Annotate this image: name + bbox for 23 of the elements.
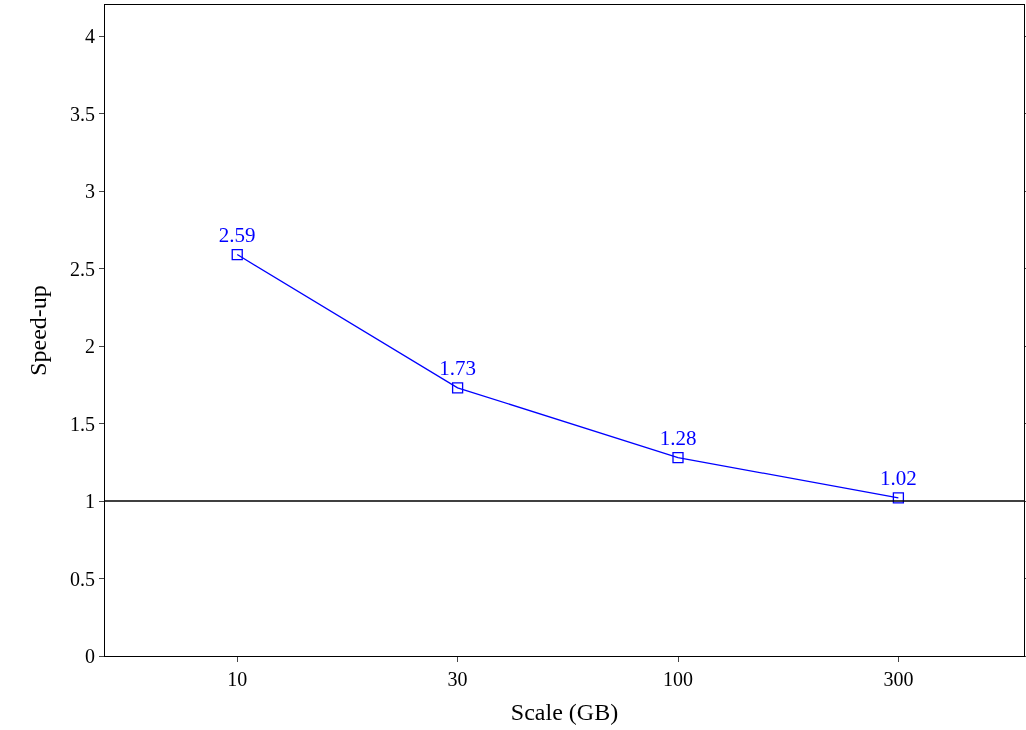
y-tick-label: 1 xyxy=(85,490,95,512)
x-tick-label: 30 xyxy=(447,668,468,690)
x-tick-label: 100 xyxy=(663,668,693,690)
point xyxy=(231,248,243,261)
point xyxy=(672,451,684,464)
y-axis-title: Speed-up xyxy=(25,285,52,376)
y-tick-label: 3.5 xyxy=(70,102,95,125)
x-tick-label: 300 xyxy=(883,668,914,690)
point xyxy=(451,382,464,394)
data-label: 2.59 xyxy=(218,223,256,248)
x-axis-title: Scale (GB) xyxy=(510,699,619,726)
y-tick-label: 4 xyxy=(85,25,95,47)
y-tick-label: 0 xyxy=(85,645,95,667)
y-tick-label: 2 xyxy=(85,335,95,357)
data-label: 1.28 xyxy=(659,426,697,451)
y-tick-label: 1.5 xyxy=(70,412,95,435)
x-tick-label: 10 xyxy=(227,668,248,690)
point xyxy=(892,492,905,504)
y-tick-label: 0.5 xyxy=(70,567,95,590)
y-tick-label: 3 xyxy=(85,180,95,202)
y-tick-label: 2.5 xyxy=(70,257,95,280)
data-label: 1.73 xyxy=(439,356,476,381)
data-label: 1.02 xyxy=(880,466,917,491)
